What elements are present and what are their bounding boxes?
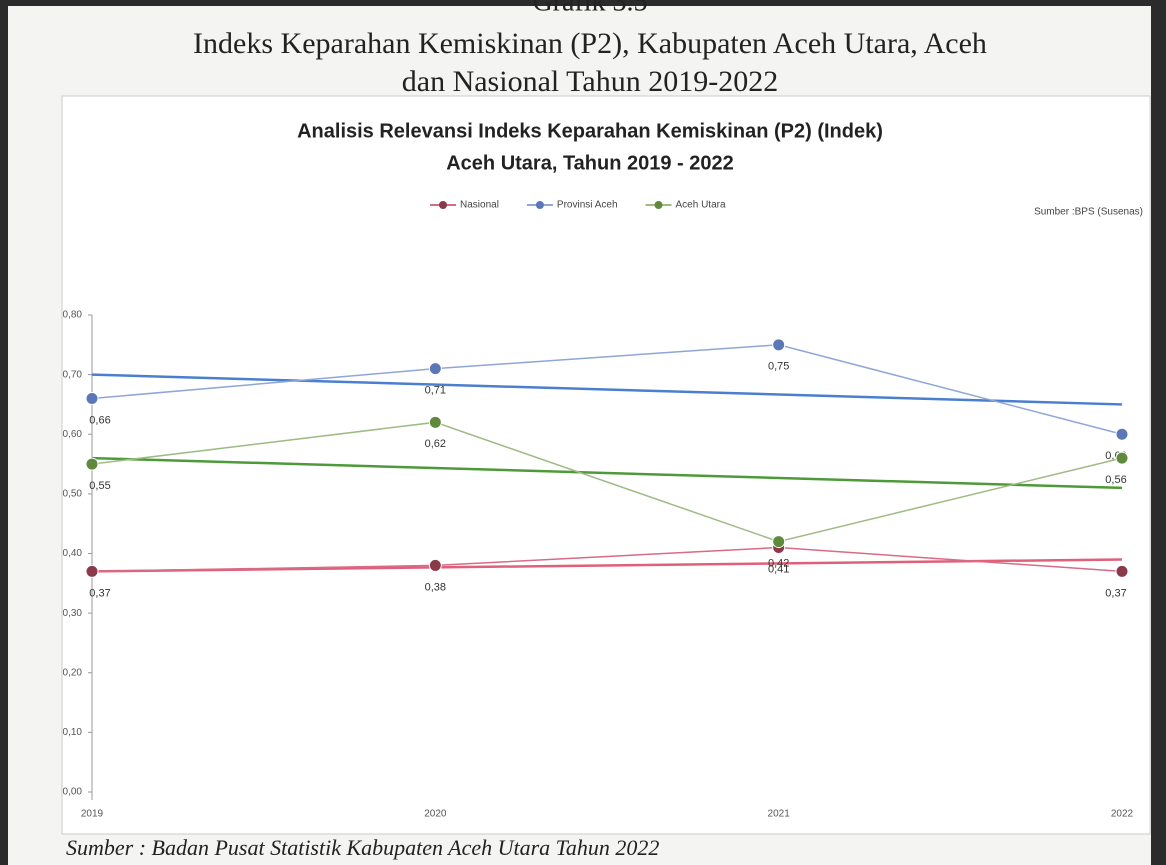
trend-line (91, 456, 1123, 490)
data-label: 0,38 (425, 581, 446, 593)
x-tick-label: 2022 (1111, 809, 1134, 820)
legend-label: Nasional (460, 200, 499, 211)
series-line (91, 344, 1123, 435)
source-note: Sumber :BPS (Susenas) (1034, 207, 1143, 218)
series-line (91, 546, 1123, 573)
legend-marker (439, 201, 447, 209)
chart-title: Aceh Utara, Tahun 2019 - 2022 (446, 152, 734, 174)
data-label: 0,56 (1105, 474, 1126, 486)
data-label: 0,62 (425, 438, 446, 450)
chart-title: Analisis Relevansi Indeks Keparahan Kemi… (297, 120, 883, 142)
data-label: 0,71 (425, 385, 446, 397)
y-tick-label: 0,80 (63, 310, 83, 321)
data-label: 0,66 (89, 414, 110, 426)
marker (772, 338, 786, 352)
x-tick-label: 2020 (424, 809, 447, 820)
plot: 0,00 0,10 0,20 0,30 0,40 0,50 0,60 0,70 0,80 2019… (63, 200, 1134, 820)
marker (428, 558, 442, 572)
marker (772, 535, 786, 549)
marker (85, 391, 99, 405)
caption: Grafik 3.5 (532, 0, 647, 17)
legend-label: Aceh Utara (676, 200, 726, 211)
y-tick-label: 0,50 (63, 489, 83, 500)
y-tick-label: 0,20 (63, 667, 83, 678)
marker (1115, 564, 1129, 578)
doc-title: dan Nasional Tahun 2019-2022 (402, 65, 778, 98)
y-tick-label: 0,40 (63, 548, 83, 559)
marker (85, 457, 99, 471)
x-tick-label: 2021 (768, 809, 791, 820)
data-label: 0,75 (768, 361, 789, 373)
y-tick-label: 0,10 (63, 727, 83, 738)
y-tick-label: 0,60 (63, 429, 83, 440)
footer-source: Sumber : Badan Pusat Statistik Kabupaten… (66, 835, 659, 860)
marker (428, 362, 442, 376)
chart-frame (61, 95, 1151, 835)
marker (1115, 427, 1129, 441)
series-line (91, 421, 1123, 543)
trend-line (91, 373, 1123, 406)
y-tick-label: 0,70 (63, 369, 83, 380)
data-label: 0,55 (89, 480, 110, 492)
y-tick-label: 0,30 (63, 608, 83, 619)
data-label: 0,37 (1105, 587, 1126, 599)
data-label: 0,42 (768, 557, 789, 569)
marker (85, 564, 99, 578)
marker (428, 415, 442, 429)
trend-line (91, 558, 1123, 573)
x-tick-label: 2019 (81, 809, 104, 820)
data-label: 0,37 (89, 587, 110, 599)
y-tick-label: 0,00 (63, 787, 83, 798)
legend-label: Provinsi Aceh (557, 200, 618, 211)
legend-marker (535, 201, 544, 209)
doc-title: Indeks Keparahan Kemiskinan (P2), Kabupa… (193, 27, 987, 60)
marker (1115, 451, 1129, 465)
legend-marker (654, 201, 663, 209)
data-label: 0,41 (768, 563, 789, 575)
